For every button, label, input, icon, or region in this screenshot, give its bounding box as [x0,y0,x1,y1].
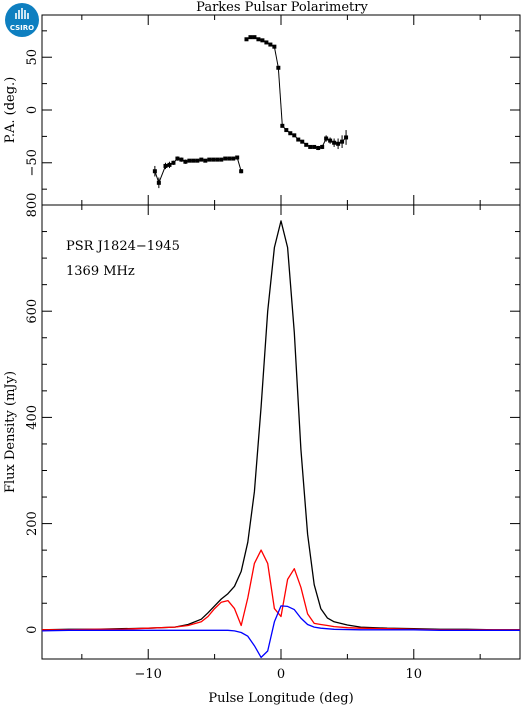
pa-point [227,156,232,161]
pa-point [244,37,249,42]
pa-point [215,157,220,162]
profile-ytick-label: 600 [25,299,40,324]
pa-point [171,160,176,165]
csiro-logo-rays [15,8,29,19]
pa-point [328,138,333,143]
profile-series-1-line [41,220,520,631]
profile-ylabel: Flux Density (mJy) [3,371,18,493]
pa-point [195,158,200,163]
pa-point [256,37,261,42]
profile-xlabel: Pulse Longitude (deg) [208,691,353,706]
pa-point [187,158,192,163]
pa-point [304,142,309,147]
pa-point [320,144,325,149]
page-title: Parkes Pulsar Polarimetry [196,0,368,15]
pa-point [324,136,329,141]
profile-ytick-label: 400 [25,405,40,430]
pa-segment [277,67,283,126]
annotation-frequency: 1369 MHz [66,264,135,279]
pa-point [300,139,305,144]
profile-ytick-label: 200 [25,511,40,536]
pa-point [340,139,345,144]
annotation-psr-name: PSR J1824−1945 [66,239,180,254]
pa-segment [273,46,279,68]
pa-point [292,133,297,138]
pa-point [156,180,161,185]
profile-series-2-line [42,549,520,631]
pa-point [276,65,281,70]
pa-ylabel: P.A. (deg.) [3,77,18,144]
pa-point [179,157,184,162]
pa-segment [158,165,166,184]
profile-ytick-label: 800 [25,193,40,218]
pa-point [252,35,257,40]
profile-xtick-label: −10 [135,667,162,682]
pa-point [272,44,277,49]
pa-point [280,123,285,128]
profile-lines [41,220,520,659]
pa-point [235,155,240,160]
pa-point [316,146,321,150]
csiro-logo-text: CSIRO [10,24,34,32]
profile-xtick-label: 10 [406,667,423,682]
pa-point [231,156,236,161]
pa-point [344,135,349,140]
pa-point [191,158,196,163]
pa-point [211,157,216,162]
pa-point [199,157,204,162]
pa-point [332,140,337,145]
pa-point [167,162,172,167]
pa-ytick-label: 50 [25,49,40,66]
pa-point [223,156,228,161]
pa-segment [236,157,242,172]
pa-point [264,40,269,45]
pa-point [308,144,313,149]
pa-ytick-label: 0 [25,106,40,114]
profile-ytick-label: 0 [25,626,40,634]
pa-point [260,38,265,43]
pa-ytick-label: −50 [25,149,40,176]
pa-point [288,131,293,136]
pa-point [219,157,224,162]
pa-point [207,157,212,162]
pa-point [248,35,253,40]
profile-series-3-line [41,605,520,659]
pa-point [336,141,341,146]
pa-point [203,158,208,163]
csiro-logo-disc [5,3,39,37]
pa-panel: −50 0 50 P.A. (deg.) [3,14,521,206]
pa-point [163,163,168,168]
pa-point [296,137,301,142]
pa-point [312,144,317,149]
csiro-logo: CSIRO [5,3,39,37]
pa-point [183,159,188,164]
profile-xtick-label: 0 [277,667,285,682]
pa-points [152,35,349,189]
pa-point [268,42,273,47]
pa-ticks: −50 0 50 [25,15,520,205]
pa-point [284,128,289,133]
pa-point [239,169,244,174]
pa-point [152,169,157,174]
pa-point [175,156,180,161]
